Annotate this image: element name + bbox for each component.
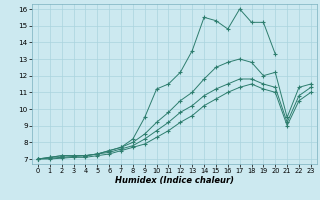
- X-axis label: Humidex (Indice chaleur): Humidex (Indice chaleur): [115, 176, 234, 185]
